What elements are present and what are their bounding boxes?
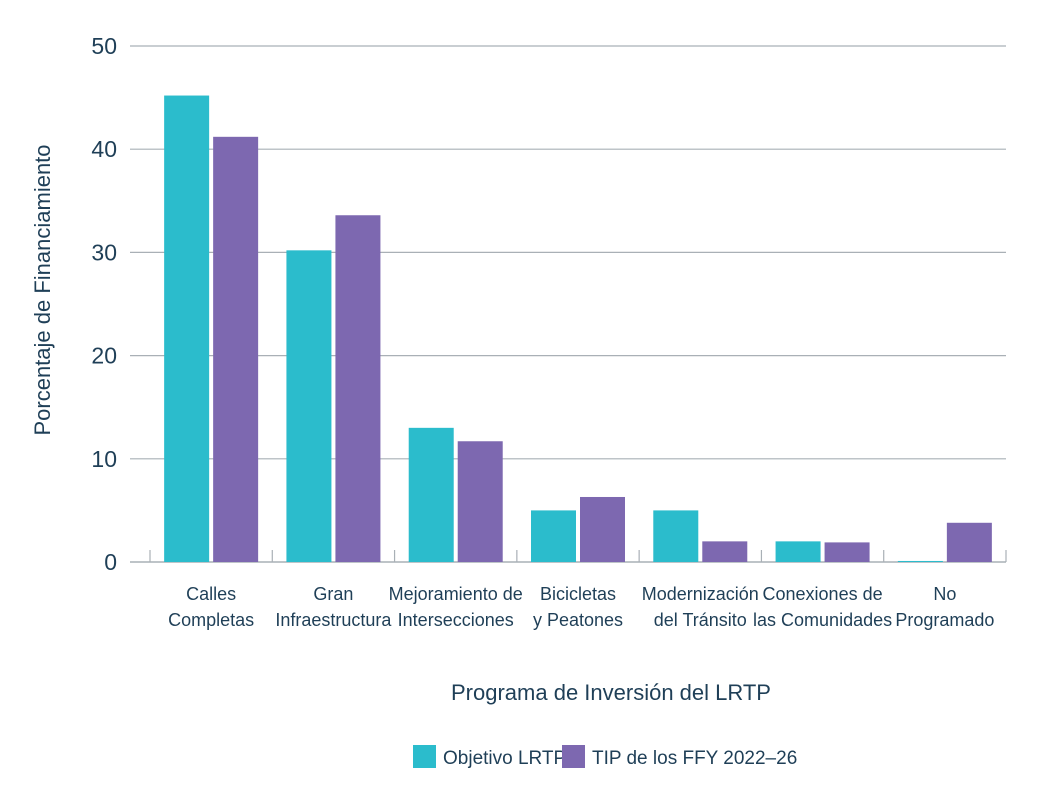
x-axis-title: Programa de Inversión del LRTP	[451, 680, 771, 705]
x-category-label-2-1: Intersecciones	[398, 610, 514, 630]
y-tick-label-0: 0	[104, 549, 117, 575]
y-tick-label-30: 30	[91, 239, 117, 265]
x-category-label-3-0: Bicicletas	[540, 584, 616, 604]
legend-label-1: TIP de los FFY 2022–26	[592, 748, 797, 769]
bar-objetivo-0	[164, 95, 210, 562]
bars	[164, 95, 992, 563]
x-category-label-3-1: y Peatones	[533, 610, 623, 630]
y-tick-label-50: 50	[91, 33, 117, 59]
bar-objetivo-3	[531, 510, 576, 562]
legend-label-0: Objetivo LRTP	[443, 748, 566, 769]
x-category-label-0-1: Completas	[168, 610, 254, 630]
x-category-label-0-0: Calles	[186, 584, 236, 604]
y-axis-ticks: 0 10 20 30 40 50	[91, 33, 117, 575]
legend-swatch-0	[413, 745, 436, 768]
x-category-label-1-0: Gran	[313, 584, 353, 604]
x-axis-category-labels: Calles Completas Gran Infraestructura Mejora…	[168, 584, 994, 630]
y-tick-label-20: 20	[91, 343, 117, 369]
bar-tip-2	[457, 441, 503, 562]
gridlines	[130, 45, 1006, 460]
x-category-label-4-0: Modernización	[642, 584, 759, 604]
x-category-label-5-1: las Comunidades	[753, 610, 892, 630]
bar-tip-0	[213, 136, 259, 563]
bar-tip-5	[824, 542, 870, 562]
y-tick-label-40: 40	[91, 136, 117, 162]
bar-tip-1	[335, 215, 381, 563]
bar-tip-6	[946, 522, 992, 562]
bar-objetivo-2	[408, 427, 454, 562]
legend: Objetivo LRTP TIP de los FFY 2022–26	[413, 745, 797, 769]
bar-tip-3	[580, 496, 625, 562]
x-category-label-1-1: Infraestructura	[275, 610, 392, 630]
y-axis-title: Porcentaje de Financiamiento	[30, 144, 55, 435]
legend-swatch-1	[562, 745, 585, 768]
bar-objetivo-1	[286, 250, 332, 562]
x-category-label-6-1: Programado	[895, 610, 994, 630]
bar-tip-4	[702, 541, 748, 562]
bar-objetivo-6	[897, 560, 943, 562]
x-category-label-4-1: del Tránsito	[654, 610, 747, 630]
x-category-label-5-0: Conexiones de	[763, 584, 883, 604]
bar-objetivo-4	[653, 510, 699, 562]
x-category-label-6-0: No	[933, 584, 956, 604]
bar-objetivo-5	[775, 541, 821, 562]
y-tick-label-10: 10	[91, 446, 117, 472]
x-category-label-2-0: Mejoramiento de	[389, 584, 523, 604]
